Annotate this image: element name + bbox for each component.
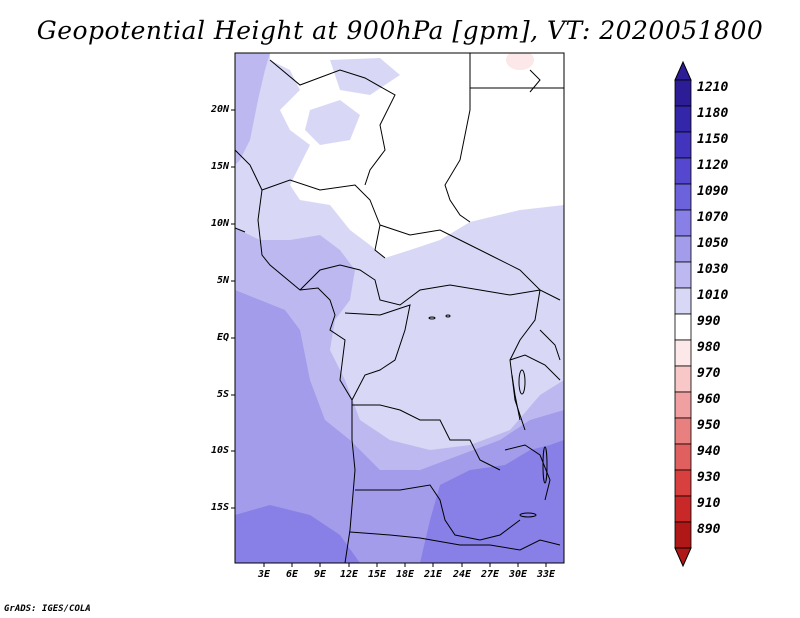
colorbar-segment: [674, 79, 692, 107]
lon-label: 18E: [395, 569, 415, 580]
lon-label: 30E: [508, 569, 528, 580]
lon-label: 6E: [285, 569, 299, 580]
lake-outline: [519, 512, 537, 518]
field-1030-patch: [305, 100, 360, 145]
border-line: [504, 444, 551, 501]
colorbar-label: 1030: [697, 262, 729, 277]
country-borders: [235, 53, 564, 563]
field-990-patch: [506, 53, 534, 70]
colorbar-segment: [674, 209, 692, 237]
lake-outline: [542, 446, 548, 484]
lon-label: 3E: [257, 569, 271, 580]
colorbar-label: 1090: [697, 184, 729, 199]
colorbar-label: 910: [697, 496, 721, 511]
border-line: [235, 149, 356, 563]
colorbar-label: 960: [697, 392, 721, 407]
colorbar-arrow-bottom: [674, 547, 692, 568]
colorbar-segment: [674, 183, 692, 211]
colorbar-segment: [674, 365, 692, 393]
border-line: [261, 179, 386, 259]
colorbar-segment: [674, 417, 692, 445]
colorbar: [674, 60, 692, 568]
lat-label: 5N: [216, 275, 229, 286]
lat-label: 15S: [210, 502, 229, 513]
border-line: [355, 484, 521, 541]
colorbar-label: 1150: [697, 132, 729, 147]
border-line: [511, 374, 521, 421]
border-line: [269, 59, 396, 186]
colorbar-segment: [674, 261, 692, 289]
lon-label: 15E: [367, 569, 387, 580]
lon-label: 33E: [536, 569, 556, 580]
border-line: [344, 304, 411, 401]
lakes: [428, 314, 548, 518]
colorbar-segment: [674, 521, 692, 549]
colorbar-segment: [674, 287, 692, 315]
colorbar-label: 930: [697, 470, 721, 485]
colorbar-segment: [674, 235, 692, 263]
lon-label: 12E: [339, 569, 359, 580]
lat-ticks: [231, 109, 235, 509]
height-field: [235, 53, 564, 563]
colorbar-label: 1070: [697, 210, 729, 225]
colorbar-label: 1180: [697, 106, 729, 121]
colorbar-label: 940: [697, 444, 721, 459]
lon-label: 27E: [480, 569, 500, 580]
colorbar-label: 1050: [697, 236, 729, 251]
colorbar-label: 980: [697, 340, 721, 355]
lake-outline: [428, 316, 436, 320]
lake-outline: [518, 369, 526, 395]
field-1050-west: [235, 53, 270, 165]
field-1090-sw: [235, 505, 360, 563]
colorbar-label: 970: [697, 366, 721, 381]
border-line: [235, 227, 246, 233]
lat-label: 10N: [210, 218, 229, 229]
colorbar-segment: [674, 443, 692, 471]
colorbar-label: 890: [697, 522, 721, 537]
border-line: [379, 224, 561, 301]
colorbar-segment: [674, 157, 692, 185]
chart-title: Geopotential Height at 900hPa [gpm], VT:…: [36, 16, 764, 45]
colorbar-segment: [674, 105, 692, 133]
colorbar-segment: [674, 313, 692, 341]
border-line: [349, 531, 561, 551]
colorbar-label: 950: [697, 418, 721, 433]
colorbar-label: 990: [697, 314, 721, 329]
border-line: [539, 329, 561, 361]
colorbar-label: 1210: [697, 80, 729, 95]
border-line: [509, 354, 561, 381]
border-line: [299, 264, 541, 306]
lat-label: 10S: [210, 445, 229, 456]
colorbar-segment: [674, 339, 692, 367]
colorbar-segment: [674, 469, 692, 497]
border-line: [444, 53, 471, 223]
field-1090: [420, 440, 564, 563]
colorbar-segment: [674, 495, 692, 523]
lon-label: 21E: [423, 569, 443, 580]
lon-label: 9E: [313, 569, 327, 580]
lake-outline: [445, 314, 451, 318]
lat-label: EQ: [216, 332, 229, 343]
border-line: [352, 404, 501, 471]
colorbar-label: 1120: [697, 158, 729, 173]
lon-ticks: [263, 563, 547, 567]
lon-label: 24E: [452, 569, 472, 580]
lat-label: 20N: [210, 104, 229, 115]
field-1030-patch: [330, 58, 400, 95]
grads-credit: GrADS: IGES/COLA: [4, 604, 91, 614]
colorbar-segment: [674, 391, 692, 419]
border-line: [529, 69, 541, 93]
lat-label: 5S: [216, 389, 229, 400]
colorbar-segment: [674, 131, 692, 159]
colorbar-arrow-top: [674, 60, 692, 81]
lat-label: 15N: [210, 161, 229, 172]
colorbar-label: 1010: [697, 288, 729, 303]
plot-frame: [234, 52, 565, 564]
